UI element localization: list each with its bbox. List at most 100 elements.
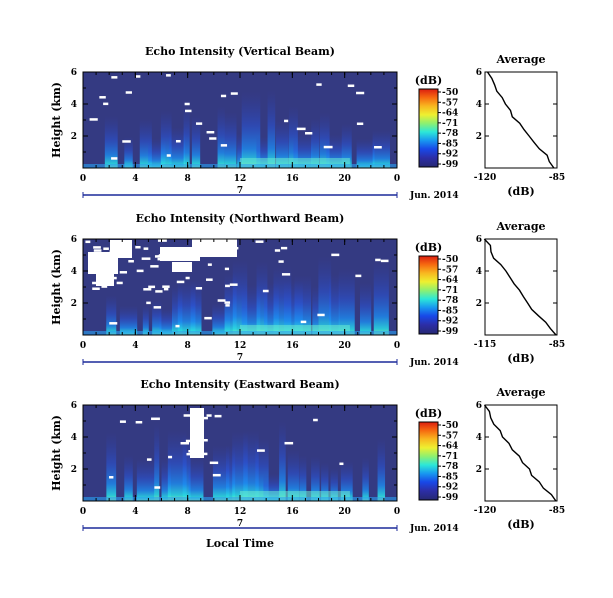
missing-data-mark xyxy=(135,421,143,424)
heatmap-plume xyxy=(356,138,375,168)
heatmap-plume xyxy=(224,273,237,335)
missing-data-mark xyxy=(262,289,269,293)
missing-data-mark xyxy=(184,102,190,106)
profile-line xyxy=(486,71,555,169)
missing-data-mark xyxy=(183,414,191,417)
heatmap-plume xyxy=(319,112,330,168)
heatmap-plume xyxy=(169,127,186,168)
heatmap-plume xyxy=(152,299,162,335)
missing-data-mark xyxy=(148,285,156,289)
heatmap-plume xyxy=(142,305,149,335)
missing-data-mark xyxy=(93,249,102,252)
missing-data-mark xyxy=(347,84,355,88)
colorbar-tick-label: -85 xyxy=(442,139,458,149)
missing-data-mark xyxy=(143,247,149,250)
missing-data-mark xyxy=(284,441,294,445)
missing-data-mark xyxy=(180,441,190,445)
colorbar-tick-label: -71 xyxy=(442,452,458,462)
profile-frame xyxy=(484,238,558,336)
heatmap-plume xyxy=(119,305,138,335)
y-tick-label: 6 xyxy=(71,235,77,245)
heatmap-plume xyxy=(217,106,225,168)
x-tick-label: 16 xyxy=(286,174,299,184)
missing-data-mark xyxy=(154,486,161,489)
missing-data-mark xyxy=(209,461,219,465)
missing-data-mark xyxy=(192,237,237,257)
missing-data-mark xyxy=(339,462,344,466)
profile-frame xyxy=(484,71,558,169)
x-tick-label: 20 xyxy=(338,507,351,517)
missing-data-mark xyxy=(93,246,101,249)
heatmap-plume xyxy=(183,106,190,168)
heatmap-plume xyxy=(256,261,268,335)
missing-data-mark xyxy=(195,287,203,290)
missing-data-mark xyxy=(217,299,226,302)
y-tick-label: 2 xyxy=(71,299,77,309)
heatmap-plume xyxy=(190,280,202,335)
heatmap-plume xyxy=(328,274,340,335)
missing-data-mark xyxy=(225,284,230,288)
missing-data-mark xyxy=(175,139,181,143)
heatmap-plume xyxy=(299,455,307,501)
missing-data-mark xyxy=(316,83,322,86)
missing-data-mark xyxy=(154,255,163,258)
heatmap-plume xyxy=(311,118,320,168)
x-tick-label: 0 xyxy=(394,341,400,351)
missing-data-mark xyxy=(220,144,228,147)
colorbar-tick-label: -78 xyxy=(442,462,458,472)
x-tick-label: 0 xyxy=(80,341,86,351)
colorbar xyxy=(418,88,439,168)
missing-data-mark xyxy=(207,263,212,266)
heatmap-plume xyxy=(267,90,276,168)
missing-data-mark xyxy=(190,408,204,458)
date-label: Jun. 2014 xyxy=(409,524,459,534)
colorbar-label: (dB) xyxy=(415,74,442,87)
heatmap-plume xyxy=(338,268,355,335)
y-tick-label: 6 xyxy=(71,68,77,78)
x-tick-label: 8 xyxy=(185,174,191,184)
missing-data-mark xyxy=(111,157,118,160)
colorbar-tick-label: -57 xyxy=(442,265,458,275)
panel-title: Echo Intensity (Northward Beam) xyxy=(136,212,345,225)
missing-data-mark xyxy=(356,91,365,95)
heatmap-plume xyxy=(288,106,298,168)
heatmap-plume xyxy=(377,438,386,501)
heatmap-plume xyxy=(321,462,329,501)
missing-data-mark xyxy=(224,267,230,271)
missing-data-mark xyxy=(153,306,162,309)
missing-data-mark xyxy=(136,269,144,273)
missing-data-mark xyxy=(380,259,389,263)
colorbar-tick-label: -92 xyxy=(442,150,458,160)
missing-data-mark xyxy=(185,439,192,443)
profile-x-tick-label: -85 xyxy=(549,340,565,350)
missing-data-mark xyxy=(111,76,118,79)
x-tick-label: 0 xyxy=(394,507,400,517)
missing-data-mark xyxy=(99,96,106,99)
missing-data-mark xyxy=(92,281,99,285)
colorbar xyxy=(418,255,439,335)
x-tick-label: 12 xyxy=(234,507,247,517)
missing-data-mark xyxy=(146,301,151,305)
heatmap-ground-band xyxy=(240,491,350,501)
missing-data-mark xyxy=(206,130,215,134)
missing-data-mark xyxy=(257,449,265,452)
missing-data-mark xyxy=(119,420,126,423)
heatmap-plume xyxy=(106,295,117,335)
heatmap-plume xyxy=(256,136,268,168)
missing-data-mark xyxy=(375,258,381,262)
colorbar-tick-label: -78 xyxy=(442,296,458,306)
x-tick-label: 0 xyxy=(394,174,400,184)
missing-data-mark xyxy=(185,109,192,113)
y-tick-label: 2 xyxy=(71,465,77,475)
missing-data-mark xyxy=(160,247,200,261)
missing-data-mark xyxy=(155,290,163,293)
colorbar-tick-label: -71 xyxy=(442,119,458,129)
missing-data-mark xyxy=(230,92,238,95)
missing-data-mark xyxy=(116,281,123,285)
colorbar-tick-label: -64 xyxy=(442,109,458,119)
colorbar-tick-label: -57 xyxy=(442,98,458,108)
profile-y-tick-label: 4 xyxy=(476,433,482,443)
x-tick-label: 4 xyxy=(132,174,138,184)
missing-data-mark xyxy=(141,257,151,260)
y-tick-label: 6 xyxy=(71,401,77,411)
